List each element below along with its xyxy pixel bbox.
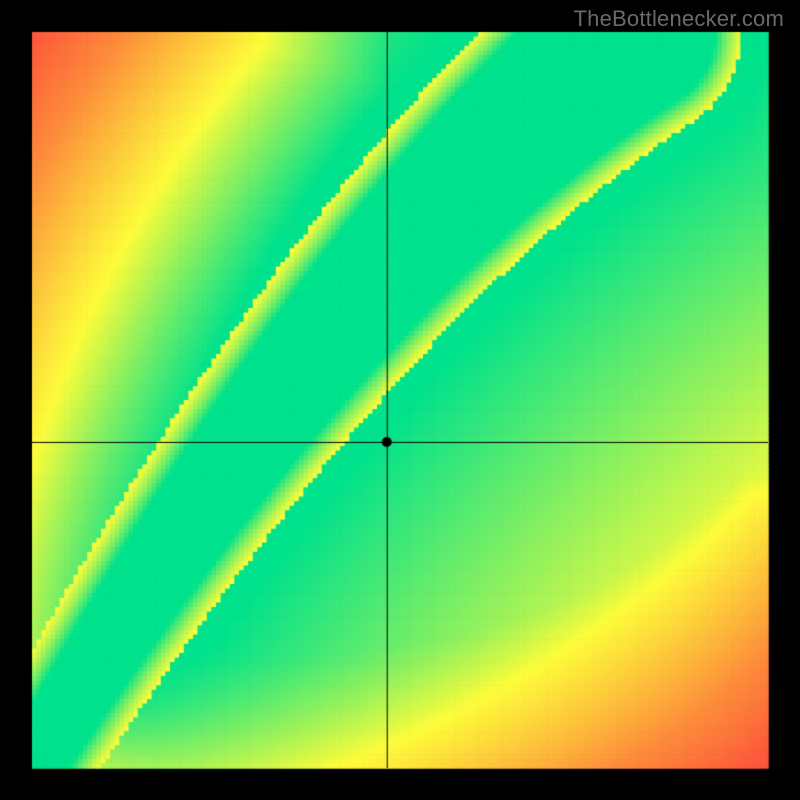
chart-container: TheBottlenecker.com <box>0 0 800 800</box>
watermark-text: TheBottlenecker.com <box>574 6 784 32</box>
bottleneck-heatmap <box>0 0 800 800</box>
